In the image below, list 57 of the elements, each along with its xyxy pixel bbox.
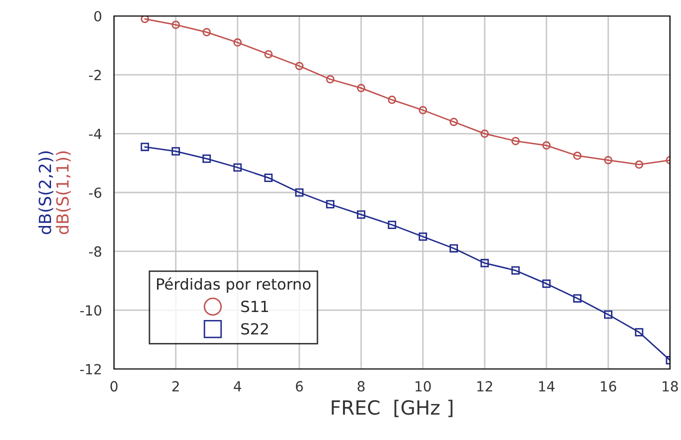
point [295,188,304,197]
y-tick-label: -10 [80,305,102,316]
y-tick-label: -6 [89,187,102,198]
point [172,147,180,156]
point [604,310,612,319]
point [480,258,489,268]
point [356,210,366,219]
y-tick-label: 0 [94,10,102,22]
point [573,152,582,160]
point [233,38,242,47]
point [388,220,396,230]
point [418,106,428,114]
x-tick-label: 0 [110,381,118,392]
legend-label: S11 [241,300,268,312]
x-tick-label: 14 [539,381,554,392]
y-tick-label: -8 [89,246,102,257]
point [140,16,150,24]
x-tick-label: 8 [358,381,365,392]
point [480,130,489,138]
point [450,118,458,126]
x-tick-label: 12 [477,381,492,392]
point [326,75,334,84]
x-tick-label: 2 [172,381,179,392]
point [418,232,428,241]
point [388,96,396,104]
point [202,154,211,163]
y-tick-label: -12 [80,364,101,374]
legend-title: Pérdidas por retorno [157,277,311,293]
point [542,280,551,288]
point [542,141,551,150]
x-tick-label: 18 [662,381,678,392]
point [511,266,520,275]
x-tick-label: 16 [600,381,616,392]
point [172,20,180,29]
x-tick-label: 4 [234,381,242,392]
point [450,244,458,253]
x-tick-label: 6 [296,381,303,392]
point [326,200,334,208]
y-axis-title: dB(S(2,2)) [38,151,54,234]
x-axis-title: FREC [GHz ] [332,400,452,418]
y-tick-label: -2 [89,70,101,80]
point [573,294,582,303]
point [604,156,612,164]
point [264,50,273,58]
x-tick-label: 10 [416,381,431,392]
point [634,160,644,169]
point [233,163,242,172]
text: dB(S(1,1)) [56,151,71,234]
point [356,84,366,92]
point [202,28,211,36]
point [295,62,304,70]
point [511,136,520,146]
point [140,142,150,152]
y-tick-label: -4 [89,128,102,139]
point [264,174,273,182]
legend-label: S22 [241,323,268,335]
point [634,328,644,336]
